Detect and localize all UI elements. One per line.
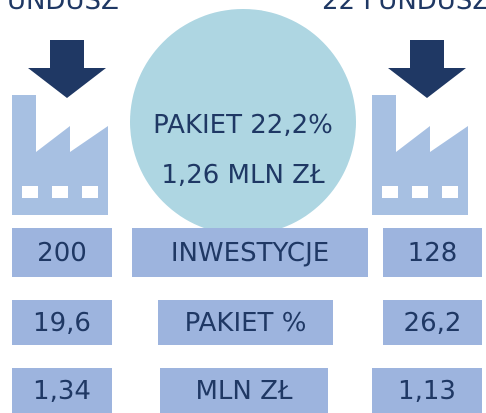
left-arrow [28,40,106,98]
left-factory [12,95,108,215]
circle-line2: 1,26 MLN ZŁ [161,160,325,190]
table-cell: 128 [383,228,482,277]
circle [130,9,356,235]
table-cell: INWESTYCJE [132,228,368,277]
table-cell: PAKIET % [158,300,333,345]
header-right: 22 FUNDUSZ [322,0,486,16]
table-cell: 1,34 [12,368,112,413]
table-cell: 19,6 [12,300,112,345]
table-cell: 26,2 [383,300,482,345]
table-cell: 200 [12,228,112,277]
header-left: FUNDUSZ [0,0,119,16]
right-arrow [388,40,466,98]
table-cell: MLN ZŁ [160,368,328,413]
table-cell: 1,13 [372,368,482,413]
circle-line1: PAKIET 22,2% [153,110,333,140]
right-factory [372,95,468,215]
